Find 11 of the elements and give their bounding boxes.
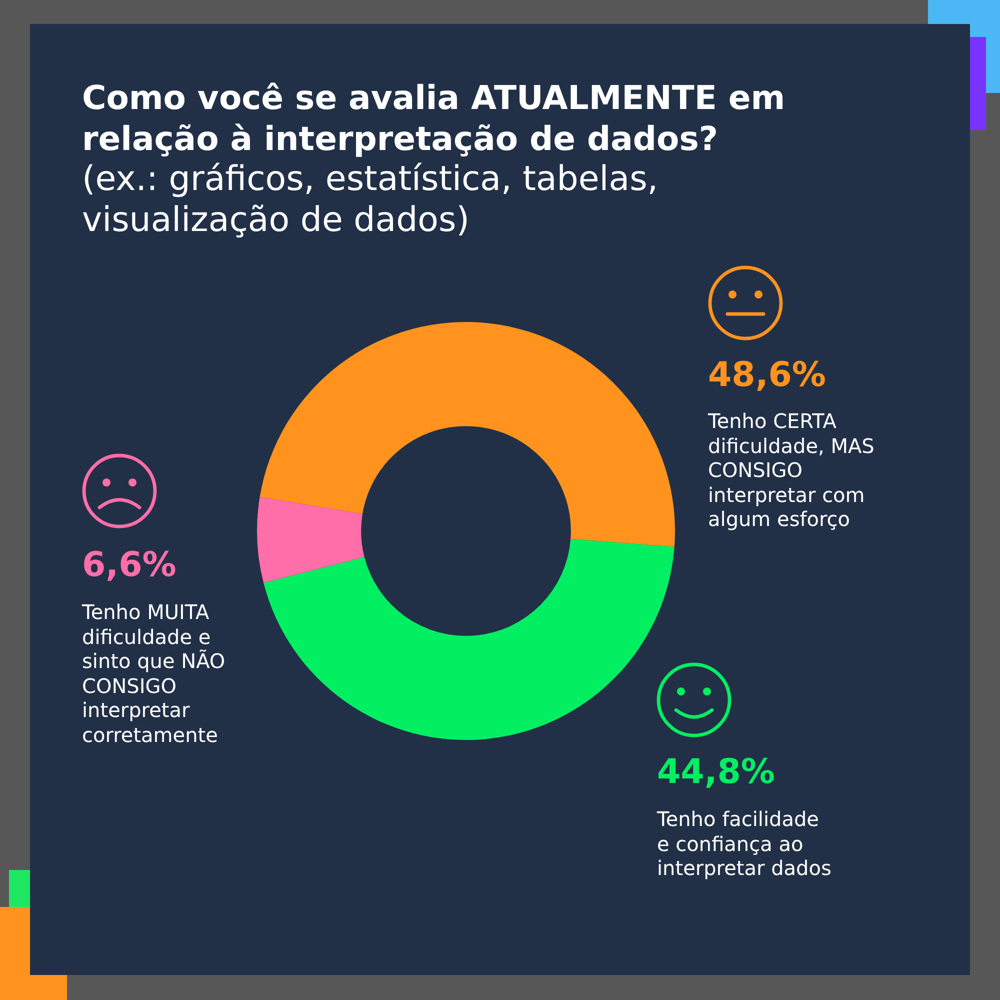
donut-slice [264, 538, 674, 740]
data-label: 44,8% [657, 752, 775, 792]
donut-slice [260, 322, 675, 547]
donut-slice [257, 496, 364, 583]
data-label: 6,6% [82, 545, 176, 585]
slice-label: Tenho facilidade e confiança ao interpretar dados [657, 807, 832, 880]
slice-label: Tenho MUITA dificuldade e sinto que NÃO CONSIGO interpretar corretamente [82, 600, 226, 747]
slice-label: Tenho CERTA dificuldade, MAS CONSIGO interpretar com algum esforço [708, 409, 876, 532]
chart-subtitle: (ex.: gráficos, estatística, tabelas, visualização de dados) [82, 159, 660, 241]
chart-title: Como você se avalia ATUALMENTE em relação à interpretação de dados? [82, 78, 786, 160]
data-label: 48,6% [708, 355, 826, 395]
